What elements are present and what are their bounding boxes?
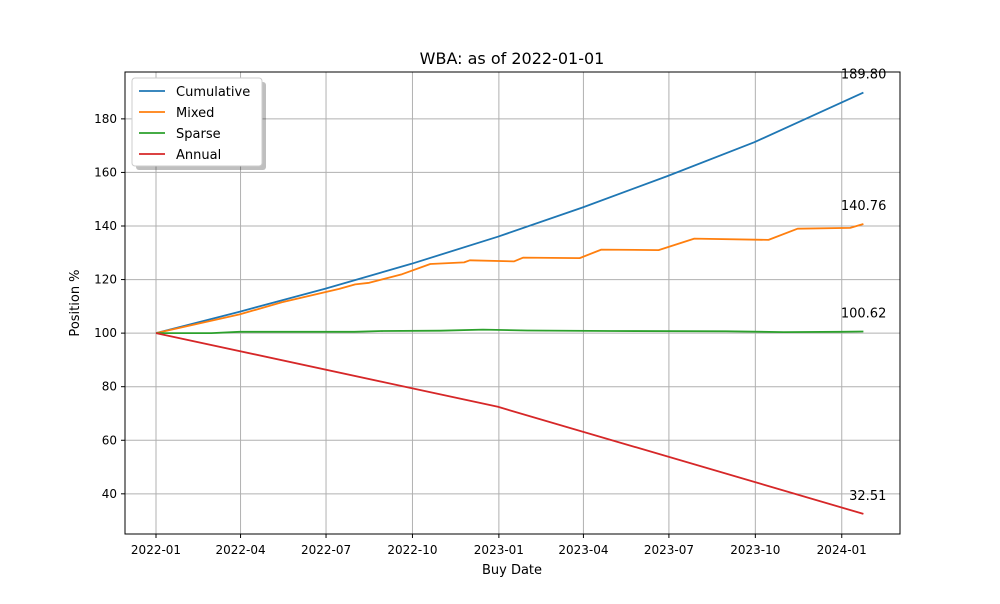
y-tick-label: 160	[94, 165, 117, 179]
series-line-annual	[155, 332, 864, 515]
x-tick-label: 2024-01	[817, 543, 867, 557]
end-value-label-annual: 32.51	[849, 489, 886, 504]
legend-entries: Cumulative Mixed Sparse Annual	[139, 85, 250, 163]
series-line-cumulative	[155, 91, 864, 334]
plot-area-frame	[124, 71, 901, 535]
y-axis-label: Position %	[68, 269, 83, 336]
x-tick-label: 2022-04	[215, 543, 265, 557]
grid-lines	[125, 72, 900, 534]
x-tick-label: 2023-10	[730, 543, 780, 557]
end-value-labels: 189.80 140.76 100.62 32.51	[841, 68, 887, 504]
legend-label-cumulative: Cumulative	[176, 85, 250, 100]
x-tick-label: 2022-01	[131, 543, 181, 557]
series-lines	[155, 91, 864, 515]
x-tick-label: 2022-07	[301, 543, 351, 557]
x-tick-label: 2023-07	[644, 543, 694, 557]
x-axis-label: Buy Date	[482, 563, 542, 578]
series-line-sparse	[156, 328, 864, 335]
series-line-mixed	[155, 223, 864, 334]
y-tick-label: 80	[102, 380, 117, 394]
x-tick-label: 2023-01	[474, 543, 524, 557]
y-tick-label: 180	[94, 112, 117, 126]
y-tick-label: 120	[94, 273, 117, 287]
legend-label-mixed: Mixed	[176, 106, 214, 121]
legend: Cumulative Mixed Sparse Annual	[131, 77, 266, 170]
legend-label-sparse: Sparse	[176, 127, 221, 142]
axis-ticks: 2022-01 2022-04 2022-07 2022-10 2023-01 2023-…	[94, 112, 867, 557]
x-tick-label: 2023-04	[558, 543, 608, 557]
legend-frame	[131, 77, 263, 167]
y-tick-label: 60	[102, 433, 117, 447]
y-tick-label: 140	[94, 219, 117, 233]
y-tick-label: 100	[94, 326, 117, 340]
x-tick-label: 2022-10	[387, 543, 437, 557]
chart-title: WBA: as of 2022-01-01	[420, 49, 605, 68]
legend-label-annual: Annual	[176, 148, 221, 163]
end-value-label-mixed: 140.76	[841, 199, 887, 214]
y-tick-label: 40	[102, 487, 117, 501]
end-value-label-sparse: 100.62	[841, 306, 887, 321]
end-value-label-cumulative: 189.80	[841, 68, 887, 83]
